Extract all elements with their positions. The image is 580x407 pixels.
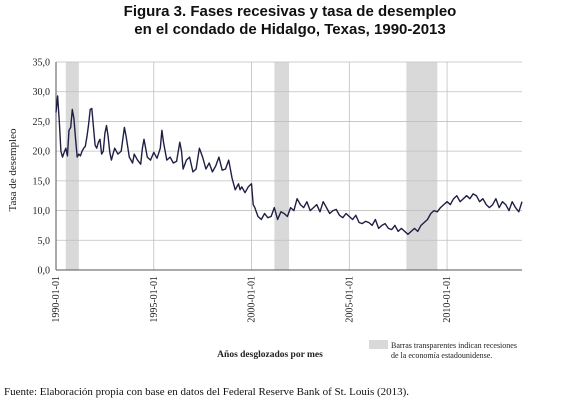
legend-swatch: [369, 340, 388, 349]
x-tick-label: 2000-01-01: [247, 276, 258, 323]
x-tick-label: 1990-01-01: [51, 276, 62, 323]
y-tick-label: 0,0: [38, 266, 51, 277]
unemployment-line-chart: 0,0 5,0 10,0 15,0 20,0 25,0 30,0 35,0 1990-01-0…: [7, 58, 523, 360]
y-tick-label: 30,0: [33, 87, 51, 98]
y-tick-labels: 0,0 5,0 10,0 15,0 20,0 25,0 30,0 35,0: [33, 58, 51, 277]
x-tick-labels: 1990-01-01 1995-01-01 2000-01-01 2005-01-01…: [51, 276, 453, 323]
x-axis-title: Años desglozados por mes: [217, 350, 323, 360]
y-tick-label: 20,0: [33, 147, 51, 158]
recession-bar-1: [65, 62, 79, 270]
x-tick-label: 2005-01-01: [344, 276, 355, 323]
axes: [55, 62, 522, 271]
y-axis-title: Tasa de desempleo: [7, 128, 19, 211]
y-tick-label: 35,0: [33, 58, 51, 69]
series-line-unemployment: [55, 95, 523, 236]
y-tick-label: 25,0: [33, 117, 51, 128]
y-tick-label: 5,0: [38, 236, 51, 247]
source-note: Fuente: Elaboración propia con base en d…: [4, 386, 410, 398]
recession-bar-2: [274, 62, 290, 270]
legend-label-line-2: de la economía estadounidense.: [391, 351, 492, 360]
chart-title-line-1: Figura 3. Fases recesivas y tasa de dese…: [123, 3, 457, 20]
legend-label-line-1: Barras transparentes indican recesiones: [391, 341, 517, 350]
x-tick-label: 2010-01-01: [442, 276, 453, 323]
chart-title-line-2: en el condado de Hidalgo, Texas, 1990-20…: [134, 21, 446, 38]
recession-bar-3: [406, 62, 438, 270]
y-tick-label: 10,0: [33, 206, 51, 217]
x-tick-label: 1995-01-01: [149, 276, 160, 323]
y-tick-label: 15,0: [33, 176, 51, 187]
series-layer: [55, 95, 523, 236]
